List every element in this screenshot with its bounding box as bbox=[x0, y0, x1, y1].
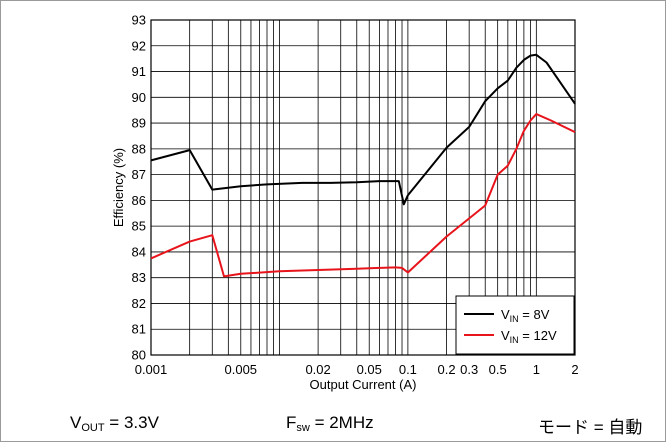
vout-label: VOUT = 3.3V bbox=[70, 413, 159, 434]
y-axis-title: Efficiency (%) bbox=[111, 148, 126, 227]
y-tick-label: 88 bbox=[132, 141, 146, 156]
y-tick-label: 86 bbox=[132, 193, 146, 208]
x-tick-label: 0.05 bbox=[357, 362, 382, 377]
y-tick-label: 87 bbox=[132, 167, 146, 182]
x-tick-label: 0.001 bbox=[135, 362, 168, 377]
y-tick-label: 85 bbox=[132, 219, 146, 234]
efficiency-chart: 80 81 82 83 84 85 86 87 88 89 90 91 92 93 0.001 0.005 0.… bbox=[111, 13, 579, 393]
x-tick-label: 1 bbox=[533, 362, 540, 377]
series-lines bbox=[150, 53, 576, 278]
y-tick-label: 89 bbox=[132, 116, 146, 131]
grid bbox=[150, 19, 576, 356]
legend: VIN = 8V VIN = 12V bbox=[455, 295, 575, 355]
x-tick-label: 0.5 bbox=[489, 362, 507, 377]
plot-area bbox=[150, 19, 576, 356]
legend-label: VIN = 8V bbox=[501, 307, 550, 324]
legend-label: VIN = 12V bbox=[501, 328, 557, 345]
y-tick-label: 91 bbox=[132, 64, 146, 79]
x-tick-label: 0.2 bbox=[438, 362, 456, 377]
y-tick-label: 90 bbox=[132, 90, 146, 105]
y-tick-label: 93 bbox=[132, 13, 146, 28]
x-tick-label: 0.02 bbox=[305, 362, 330, 377]
y-tick-label: 82 bbox=[132, 296, 146, 311]
y-tick-label: 80 bbox=[132, 348, 146, 363]
y-tick-label: 84 bbox=[132, 244, 146, 259]
x-tick-label: 2 bbox=[571, 362, 578, 377]
y-tick-label: 81 bbox=[132, 322, 146, 337]
tick-labels: 80 81 82 83 84 85 86 87 88 89 90 91 92 93 0.001 0.005 0.… bbox=[132, 13, 579, 378]
x-tick-label: 0.1 bbox=[399, 362, 417, 377]
x-tick-label: 0.3 bbox=[460, 362, 478, 377]
legend-box bbox=[455, 295, 575, 355]
series-line bbox=[150, 53, 576, 206]
mode-label: モード = 自動 bbox=[538, 418, 643, 437]
x-axis-title: Output Current (A) bbox=[310, 377, 417, 392]
series-line bbox=[150, 113, 576, 278]
x-tick-label: 0.005 bbox=[225, 362, 258, 377]
fsw-label: Fsw = 2MHz bbox=[286, 413, 374, 434]
y-tick-label: 83 bbox=[132, 270, 146, 285]
y-tick-label: 92 bbox=[132, 38, 146, 53]
